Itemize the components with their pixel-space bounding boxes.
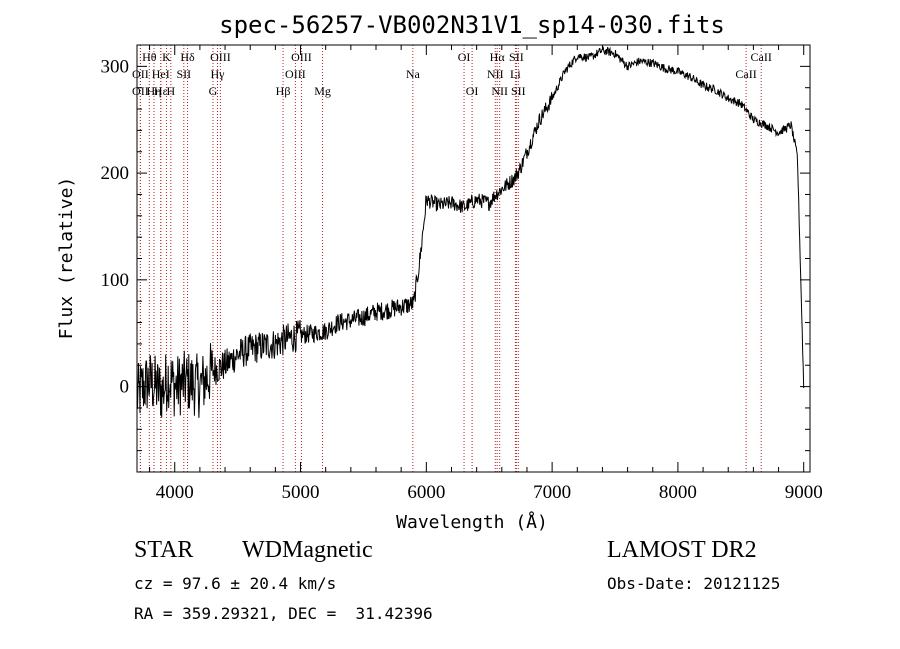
object-class: STAR [134, 537, 194, 563]
spectral-line-label: OIII [291, 50, 312, 64]
spectral-line-label: Mg [314, 84, 331, 98]
spectral-line-label: G [209, 84, 218, 98]
chart-title: spec-56257-VB002N31V1_sp14-030.fits [219, 11, 725, 39]
x-tick-label: 4000 [156, 482, 194, 503]
observation-date: Obs-Date: 20121125 [607, 574, 781, 593]
spectral-line-label: H [167, 84, 176, 98]
spectral-line-label: OI [458, 50, 471, 64]
object-subclass: WDMagnetic [242, 537, 373, 563]
y-tick-label: 0 [120, 377, 130, 398]
plot-frame [136, 44, 811, 473]
x-tick-label: 7000 [533, 482, 571, 503]
x-axis-label: Wavelength (Å) [396, 511, 548, 533]
spectral-line-label: OIII [285, 67, 306, 81]
spectrum-line [136, 46, 805, 418]
spectral-line-label: SII [511, 84, 526, 98]
x-tick-label: 6000 [407, 482, 445, 503]
spectral-line-label: OII [132, 67, 149, 81]
spectral-line-label: OIII [210, 50, 231, 64]
y-tick-label: 300 [101, 56, 130, 77]
y-tick-label: 200 [101, 163, 130, 184]
spectral-line-label: Hγ [211, 67, 226, 81]
spectral-line-label: CaII [751, 50, 772, 64]
spectral-line-label: HeI [152, 67, 170, 81]
y-tick-label: 100 [101, 270, 130, 291]
redshift-cz: cz = 97.6 ± 20.4 km/s [134, 574, 337, 593]
survey-name: LAMOST DR2 [607, 537, 757, 563]
y-axis-label: Flux (relative) [56, 177, 77, 340]
spectral-line-label: Li [510, 67, 521, 81]
spectral-line-label: CaII [735, 67, 756, 81]
ra-dec: RA = 359.29321, DEC = 31.42396 [134, 604, 433, 623]
spectral-line-label: Hθ [142, 50, 157, 64]
spectral-line-label: SII [509, 50, 524, 64]
spectral-line-label: OII [132, 84, 149, 98]
axis-ticks: 4000 5000 6000 7000 8000 9000 0 100 200 300 [101, 44, 823, 503]
spectral-line-label: Hη [147, 84, 162, 98]
spectral-line-label: NII [491, 84, 508, 98]
spectral-line-label: NII [487, 67, 504, 81]
x-tick-label: 8000 [659, 482, 697, 503]
spectral-line-label: Hβ [276, 84, 291, 98]
x-tick-label: 5000 [282, 482, 320, 503]
spectral-line-label: Hε [154, 84, 168, 98]
line-marker-group [139, 45, 762, 472]
x-tick-label: 9000 [785, 482, 823, 503]
spectral-line-label: Hα [490, 50, 506, 64]
spectral-line-label: K [162, 50, 171, 64]
spectral-line-label: Hδ [180, 50, 195, 64]
spectral-line-label: SII [176, 67, 191, 81]
spectral-line-label: Na [406, 67, 421, 81]
spectral-line-label: OI [466, 84, 479, 98]
